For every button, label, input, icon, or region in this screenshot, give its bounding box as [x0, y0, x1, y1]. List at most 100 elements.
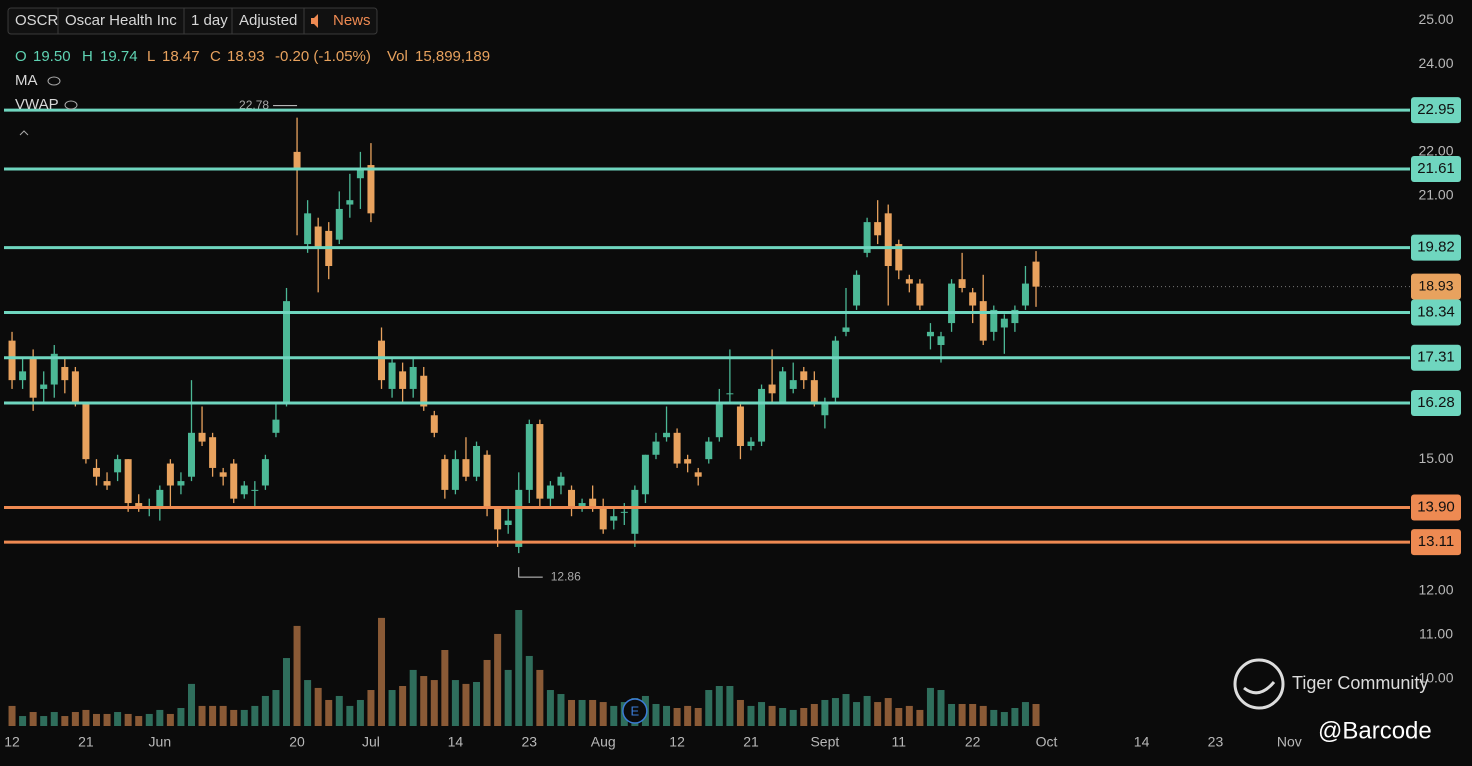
indicator[interactable]: MA [15, 72, 38, 89]
volume-bar [525, 655, 533, 726]
candle-body [261, 459, 269, 486]
candle-body [304, 213, 312, 245]
y-tick-label: 25.00 [1418, 11, 1453, 27]
volume-bar [747, 705, 755, 726]
volume-bar [937, 690, 945, 726]
volume-bar [293, 625, 301, 726]
candle-body [82, 402, 90, 460]
indicator[interactable]: VWAP [15, 96, 59, 113]
volume-bar [40, 716, 48, 726]
level-label: 21.61 [1417, 160, 1455, 177]
volume-bar [346, 705, 354, 726]
candle-body [135, 503, 143, 508]
volume-bar [599, 702, 607, 726]
volume-bar [589, 699, 597, 726]
y-tick-label: 21.00 [1418, 186, 1453, 202]
x-tick-label: 11 [892, 734, 907, 750]
volume-bar [916, 709, 924, 726]
candle-body [166, 463, 174, 486]
eye-icon[interactable] [47, 76, 61, 86]
volume-bar [240, 709, 248, 726]
volume-bar [726, 685, 734, 726]
level-box [1411, 494, 1461, 521]
company-name[interactable]: Oscar Health Inc [65, 12, 177, 29]
watermark: Tiger Community @Barcode [1233, 658, 1432, 744]
volume-bar [420, 676, 428, 726]
volume-bar [652, 703, 660, 726]
volume-bar [557, 694, 565, 726]
collapse-icon[interactable] [19, 130, 29, 136]
candle-body [8, 340, 16, 381]
candle-body [831, 340, 839, 398]
symbol[interactable]: OSCR [15, 12, 59, 29]
low-value: 18.47 [162, 48, 200, 65]
volume-bar [230, 709, 238, 726]
candle-body [800, 371, 808, 381]
volume-bar [441, 650, 449, 726]
news-button[interactable]: News [333, 12, 371, 29]
candle-body [948, 283, 956, 324]
candle-body [747, 441, 755, 446]
volume-bar [103, 713, 111, 726]
volume-bar [388, 690, 396, 726]
candle-body [40, 384, 48, 389]
adjustment[interactable]: Adjusted [239, 12, 297, 29]
logo-mark [1243, 681, 1276, 695]
x-tick-label: Jul [362, 734, 380, 750]
candle-body [483, 454, 491, 508]
high-value: 19.74 [100, 48, 138, 65]
candle-body [1021, 283, 1029, 306]
candle-body [441, 459, 449, 490]
candle-body [240, 485, 248, 495]
interval[interactable]: 1 day [191, 12, 228, 29]
candle-body [673, 432, 681, 464]
volume-bar [367, 690, 375, 726]
volume-bar [378, 617, 386, 726]
candle-body [895, 244, 903, 271]
level-label: 16.28 [1417, 394, 1455, 411]
candle-body [768, 384, 776, 394]
x-tick-label: 21 [743, 734, 759, 750]
x-tick-label: 23 [1208, 734, 1224, 750]
open-label: O [15, 48, 27, 65]
volume-bar [1000, 712, 1008, 726]
candle-body [663, 432, 671, 438]
candle-body [546, 485, 554, 499]
volume-bar [821, 699, 829, 726]
candle-body [209, 437, 217, 468]
candle-body [92, 467, 100, 477]
candle-body [1011, 309, 1019, 324]
volume-bar [853, 702, 861, 726]
toolbar: OSCR Oscar Health Inc 1 day Adjusted New… [7, 7, 378, 35]
x-tick-label: Nov [1277, 734, 1302, 750]
candle-body [652, 441, 660, 455]
volume-bar [209, 705, 217, 726]
level-label: 17.31 [1417, 349, 1455, 366]
volume-bar [684, 705, 692, 726]
volume-bar [409, 669, 417, 726]
y-tick-label: 24.00 [1418, 55, 1453, 71]
volume-bar [166, 713, 174, 726]
volume-bar [926, 687, 934, 726]
eye-icon[interactable] [64, 100, 78, 110]
candle-body [758, 388, 766, 442]
candle-body [789, 380, 797, 389]
x-tick-label: Oct [1036, 734, 1058, 750]
candle-body [641, 454, 649, 495]
volume-bar [969, 703, 977, 726]
x-tick-label: Aug [591, 734, 616, 750]
volume-bar [261, 695, 269, 726]
candle-body [736, 406, 744, 446]
volume-bar [50, 712, 58, 726]
volume-bar [356, 699, 364, 726]
y-tick-label: 12.00 [1418, 582, 1453, 598]
volume-bar [156, 709, 164, 726]
volume-bar [758, 702, 766, 726]
volume-bar [578, 699, 586, 726]
volume-bar [768, 705, 776, 726]
candle-body [71, 371, 79, 403]
volume-bar [473, 681, 481, 726]
candle-body [124, 459, 132, 504]
candle-body [842, 327, 850, 332]
volume-bar [874, 702, 882, 726]
